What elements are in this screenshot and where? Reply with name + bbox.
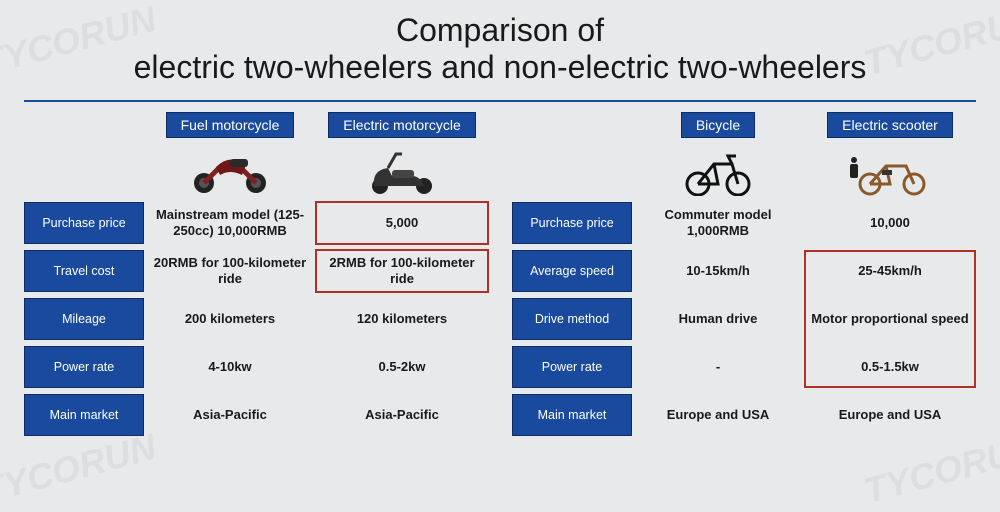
table-row: Travel cost20RMB for 100-kilometer ride2… xyxy=(24,250,488,292)
table-row: Power rate-0.5-1.5kw xyxy=(512,346,976,388)
table-row: Power rate4-10kw0.5-2kw xyxy=(24,346,488,388)
row-label: Purchase price xyxy=(512,202,632,244)
row-label: Power rate xyxy=(24,346,144,388)
panel-motorcycles: Fuel motorcycle Electric motorcycle xyxy=(24,112,488,442)
badge-electric-scooter: Electric scooter xyxy=(827,112,953,138)
cell: Asia-Pacific xyxy=(144,394,316,436)
row-label: Mileage xyxy=(24,298,144,340)
cell: 120 kilometers xyxy=(316,298,488,340)
cell: 4-10kw xyxy=(144,346,316,388)
bicycle-icon xyxy=(682,142,754,200)
row-label: Travel cost xyxy=(24,250,144,292)
badge-bicycle: Bicycle xyxy=(681,112,755,138)
badge-electric-motorcycle: Electric motorcycle xyxy=(328,112,475,138)
cell: 2RMB for 100-kilometer ride xyxy=(316,250,488,292)
row-label: Drive method xyxy=(512,298,632,340)
comparison-panels: Fuel motorcycle Electric motorcycle xyxy=(0,112,1000,442)
row-label: Power rate xyxy=(512,346,632,388)
table-row: Purchase priceCommuter model 1,000RMB10,… xyxy=(512,202,976,244)
title-line1: Comparison of xyxy=(0,12,1000,49)
row-label: Main market xyxy=(24,394,144,436)
cell: 5,000 xyxy=(316,202,488,244)
cell: 200 kilometers xyxy=(144,298,316,340)
ebike-icon xyxy=(846,142,934,200)
table-row: Drive methodHuman driveMotor proportiona… xyxy=(512,298,976,340)
cell: 0.5-1.5kw xyxy=(804,346,976,388)
row-label: Average speed xyxy=(512,250,632,292)
table-row: Purchase priceMainstream model (125-250c… xyxy=(24,202,488,244)
title-line2: electric two-wheelers and non-electric t… xyxy=(0,49,1000,86)
row-label: Main market xyxy=(512,394,632,436)
title-rule xyxy=(24,100,976,102)
col-electric-motorcycle: Electric motorcycle xyxy=(316,112,488,200)
motorcycle-icon xyxy=(186,142,274,200)
cell: 0.5-2kw xyxy=(316,346,488,388)
scooter-icon xyxy=(362,142,442,200)
cell: Asia-Pacific xyxy=(316,394,488,436)
table-row: Main marketEurope and USAEurope and USA xyxy=(512,394,976,436)
table-row: Mileage200 kilometers120 kilometers xyxy=(24,298,488,340)
panel-bicycles: Bicycle Electric scooter xyxy=(512,112,976,442)
row-label: Purchase price xyxy=(24,202,144,244)
cell: Motor proportional speed xyxy=(804,298,976,340)
badge-fuel-motorcycle: Fuel motorcycle xyxy=(166,112,295,138)
col-electric-scooter: Electric scooter xyxy=(804,112,976,200)
cell: 20RMB for 100-kilometer ride xyxy=(144,250,316,292)
table-row: Main marketAsia-PacificAsia-Pacific xyxy=(24,394,488,436)
cell: Europe and USA xyxy=(804,394,976,436)
cell: Europe and USA xyxy=(632,394,804,436)
cell: Human drive xyxy=(632,298,804,340)
col-fuel-motorcycle: Fuel motorcycle xyxy=(144,112,316,200)
cell: 25-45km/h xyxy=(804,250,976,292)
cell: 10-15km/h xyxy=(632,250,804,292)
cell: 10,000 xyxy=(804,202,976,244)
page-title: Comparison of electric two-wheelers and … xyxy=(0,0,1000,94)
cell: Mainstream model (125-250cc) 10,000RMB xyxy=(144,202,316,244)
cell: - xyxy=(632,346,804,388)
col-bicycle: Bicycle xyxy=(632,112,804,200)
table-row: Average speed10-15km/h25-45km/h xyxy=(512,250,976,292)
cell: Commuter model 1,000RMB xyxy=(632,202,804,244)
